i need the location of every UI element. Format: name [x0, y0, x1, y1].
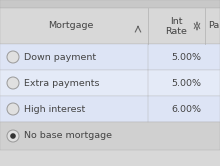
Bar [0, 70, 220, 96]
Circle shape [7, 77, 19, 89]
Text: Rate: Rate [166, 27, 187, 36]
Circle shape [7, 103, 19, 115]
Text: 5.00%: 5.00% [171, 79, 201, 87]
Text: Extra payments: Extra payments [24, 79, 99, 87]
Bar [0, 44, 220, 70]
Text: Int: Int [170, 16, 183, 26]
Text: High interest: High interest [24, 105, 85, 114]
Bar [0, 96, 220, 122]
Circle shape [7, 130, 19, 142]
Text: Down payment: Down payment [24, 52, 96, 61]
Bar [0, 122, 220, 150]
Bar [0, 8, 220, 44]
Text: 5.00%: 5.00% [171, 52, 201, 61]
Circle shape [10, 133, 16, 139]
Text: 6.00%: 6.00% [171, 105, 201, 114]
Text: Pa: Pa [208, 22, 219, 31]
Circle shape [7, 51, 19, 63]
Text: Mortgage: Mortgage [48, 22, 94, 31]
Text: No base mortgage: No base mortgage [24, 131, 112, 140]
Bar [0, 0, 220, 8]
